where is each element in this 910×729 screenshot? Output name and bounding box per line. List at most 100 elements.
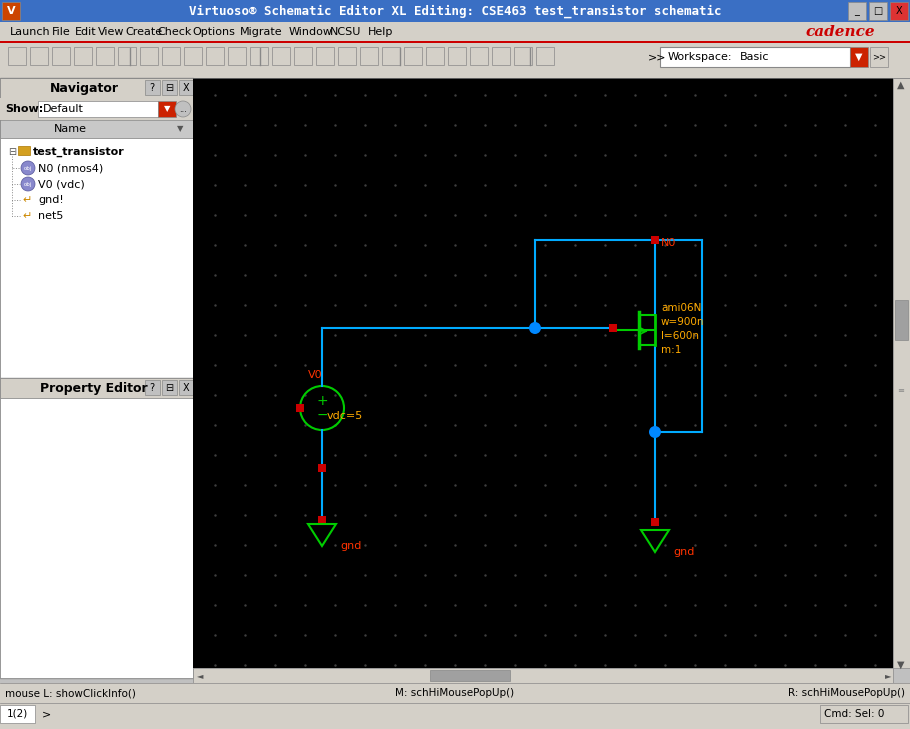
Text: 1(2): 1(2) — [6, 709, 27, 719]
Bar — [294, 47, 312, 65]
Bar — [118, 47, 136, 65]
Text: Edit: Edit — [75, 27, 96, 37]
Bar — [162, 47, 180, 65]
Text: _: _ — [854, 6, 859, 16]
Text: +: + — [316, 394, 328, 408]
Text: net5: net5 — [38, 211, 64, 221]
Bar — [38, 101, 158, 117]
Bar — [0, 41, 910, 43]
Text: X: X — [895, 6, 903, 16]
Text: Basic: Basic — [740, 52, 770, 62]
Text: Virtuoso® Schematic Editor XL Editing: CSE463 test_transistor schematic: Virtuoso® Schematic Editor XL Editing: C… — [188, 4, 722, 17]
Text: Show:: Show: — [5, 104, 44, 114]
Text: ≡: ≡ — [897, 386, 905, 394]
Text: R: schHiMousePopUp(): R: schHiMousePopUp() — [788, 688, 905, 698]
Bar — [18, 146, 30, 155]
Bar — [893, 78, 910, 668]
Bar — [0, 43, 910, 78]
Text: ⊟: ⊟ — [165, 383, 173, 393]
Text: M: schHiMousePopUp(): M: schHiMousePopUp() — [396, 688, 514, 698]
Bar — [0, 683, 910, 703]
Bar — [8, 47, 26, 65]
Text: Launch: Launch — [10, 27, 51, 37]
Text: −: − — [316, 408, 328, 422]
Bar — [430, 670, 510, 681]
Bar — [74, 47, 92, 65]
Text: ▼: ▼ — [164, 104, 170, 114]
Circle shape — [21, 177, 35, 191]
Text: ?: ? — [149, 83, 155, 93]
Bar — [360, 47, 378, 65]
Bar — [52, 47, 70, 65]
Bar — [206, 47, 224, 65]
Bar — [448, 47, 466, 65]
Circle shape — [529, 322, 541, 334]
Text: Navigator: Navigator — [50, 82, 119, 95]
Bar — [0, 78, 193, 378]
Text: cadence: cadence — [805, 25, 875, 39]
Text: ↵: ↵ — [22, 195, 31, 205]
Bar — [609, 324, 617, 332]
Text: ⊟: ⊟ — [165, 83, 173, 93]
Bar — [0, 705, 35, 723]
Text: Cmd: Sel: 0: Cmd: Sel: 0 — [824, 709, 885, 719]
Bar — [890, 2, 908, 20]
Bar — [179, 380, 194, 395]
Text: ▼: ▼ — [177, 125, 183, 133]
Bar — [338, 47, 356, 65]
Bar — [0, 378, 193, 398]
Bar — [162, 380, 177, 395]
Text: NCSU: NCSU — [330, 27, 361, 37]
Text: ...: ... — [179, 104, 187, 114]
Text: Create: Create — [125, 27, 162, 37]
Text: ami06N: ami06N — [661, 303, 702, 313]
Bar — [869, 2, 887, 20]
Text: ▲: ▲ — [897, 80, 905, 90]
Bar — [96, 47, 114, 65]
Bar — [0, 22, 910, 42]
Bar — [145, 380, 160, 395]
Bar — [0, 120, 193, 138]
Text: V0: V0 — [308, 370, 323, 380]
Text: N0: N0 — [661, 238, 676, 248]
Bar — [318, 464, 326, 472]
Bar — [426, 47, 444, 65]
Text: >>: >> — [872, 52, 886, 61]
Text: >: > — [42, 709, 51, 719]
Text: w=900n: w=900n — [661, 317, 704, 327]
Text: Migrate: Migrate — [240, 27, 283, 37]
Bar — [651, 236, 659, 244]
Text: mouse L: showClickInfo(): mouse L: showClickInfo() — [5, 688, 136, 698]
Bar — [382, 47, 400, 65]
Text: ⊟: ⊟ — [8, 147, 16, 157]
Text: ▼: ▼ — [897, 660, 905, 670]
Text: X: X — [183, 383, 189, 393]
Bar — [140, 47, 158, 65]
Text: File: File — [52, 27, 71, 37]
Bar — [0, 138, 193, 378]
Text: test_transistor: test_transistor — [33, 147, 125, 157]
Text: obj: obj — [24, 165, 32, 171]
Bar — [514, 47, 532, 65]
Text: Check: Check — [157, 27, 191, 37]
Circle shape — [649, 426, 661, 438]
Text: obj: obj — [24, 182, 32, 187]
Bar — [651, 518, 659, 526]
Bar — [850, 47, 868, 67]
Text: ►: ► — [885, 671, 891, 680]
Text: Default: Default — [43, 104, 84, 114]
Bar — [0, 703, 910, 729]
Bar — [296, 404, 304, 412]
Bar — [316, 47, 334, 65]
Bar — [870, 47, 888, 67]
Bar — [250, 47, 268, 65]
Bar — [272, 47, 290, 65]
Bar — [536, 47, 554, 65]
Text: V0 (vdc): V0 (vdc) — [38, 179, 85, 189]
Text: ◄: ◄ — [197, 671, 203, 680]
Bar — [492, 47, 510, 65]
Bar — [2, 2, 20, 20]
Text: Name: Name — [54, 124, 86, 134]
Text: View: View — [98, 27, 125, 37]
Text: >>: >> — [648, 52, 666, 62]
